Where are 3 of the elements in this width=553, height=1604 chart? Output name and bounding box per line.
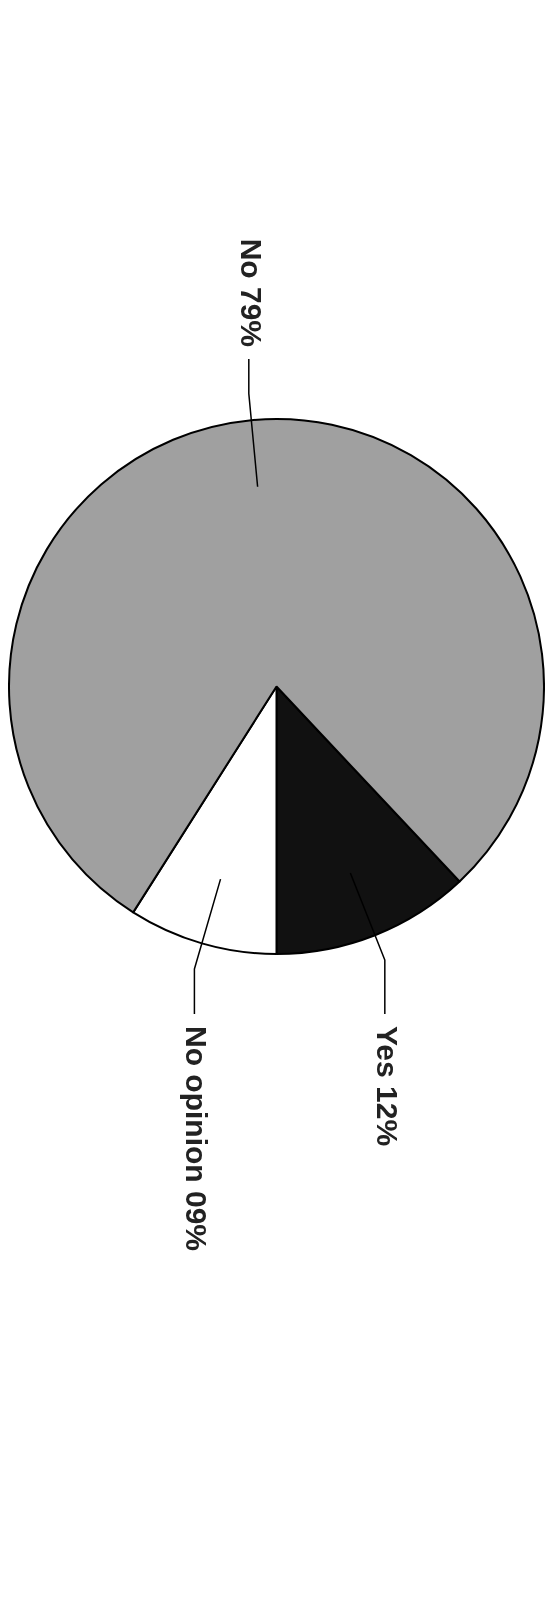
slice-label: No opinion 09%	[180, 1026, 214, 1251]
slice-label: No 79%	[234, 238, 268, 347]
slice-label: Yes 12%	[370, 1026, 404, 1147]
